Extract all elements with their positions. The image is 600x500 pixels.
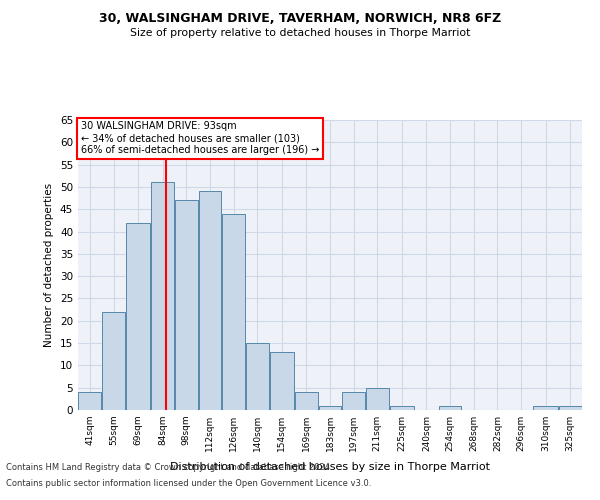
Bar xyxy=(319,406,341,410)
Bar xyxy=(79,392,101,410)
Text: Contains HM Land Registry data © Crown copyright and database right 2024.: Contains HM Land Registry data © Crown c… xyxy=(6,464,332,472)
Bar xyxy=(439,406,461,410)
Bar xyxy=(295,392,318,410)
Bar xyxy=(199,192,221,410)
Text: Contains public sector information licensed under the Open Government Licence v3: Contains public sector information licen… xyxy=(6,478,371,488)
Bar xyxy=(269,352,294,410)
Bar xyxy=(389,406,414,410)
Text: Size of property relative to detached houses in Thorpe Marriot: Size of property relative to detached ho… xyxy=(130,28,470,38)
Bar xyxy=(151,182,174,410)
Bar xyxy=(126,222,151,410)
X-axis label: Distribution of detached houses by size in Thorpe Marriot: Distribution of detached houses by size … xyxy=(170,462,490,472)
Bar xyxy=(366,388,389,410)
Bar xyxy=(533,406,558,410)
Bar xyxy=(246,343,269,410)
Bar xyxy=(102,312,125,410)
Text: 30 WALSINGHAM DRIVE: 93sqm
← 34% of detached houses are smaller (103)
66% of sem: 30 WALSINGHAM DRIVE: 93sqm ← 34% of deta… xyxy=(80,122,319,154)
Y-axis label: Number of detached properties: Number of detached properties xyxy=(44,183,55,347)
Bar xyxy=(222,214,245,410)
Text: 30, WALSINGHAM DRIVE, TAVERHAM, NORWICH, NR8 6FZ: 30, WALSINGHAM DRIVE, TAVERHAM, NORWICH,… xyxy=(99,12,501,26)
Bar xyxy=(342,392,365,410)
Bar xyxy=(175,200,197,410)
Bar xyxy=(559,406,581,410)
